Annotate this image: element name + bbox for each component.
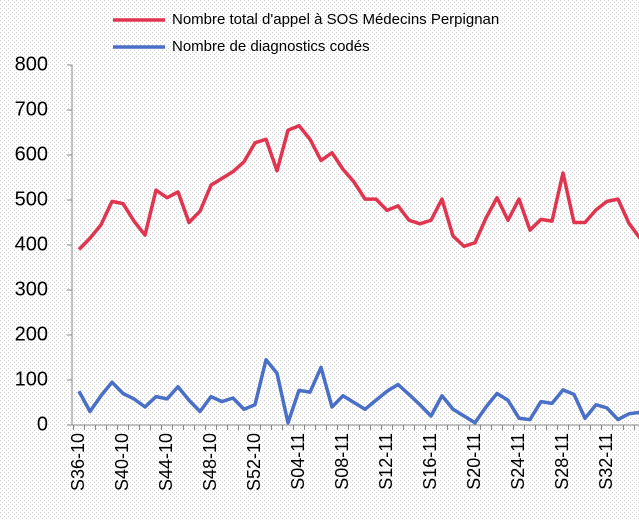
legend-label: Nombre total d'appel à SOS Médecins Perp… [172, 11, 499, 28]
x-tick-label: S20-11 [464, 433, 484, 490]
x-tick-label: S44-10 [156, 433, 176, 491]
x-tick-label: S40-10 [112, 433, 132, 491]
x-tick-label: S04-11 [288, 433, 308, 490]
y-tick-label: 0 [37, 413, 48, 435]
y-tick-label: 100 [15, 368, 48, 390]
y-tick-label: 700 [15, 98, 48, 120]
series-line [77, 358, 639, 425]
x-tick-label: S48-10 [200, 433, 220, 491]
x-tick-label: S52-10 [244, 433, 264, 491]
x-tick-label: S28-11 [552, 433, 572, 490]
x-tick-label: S32-11 [596, 433, 616, 490]
y-tick-label: 600 [15, 143, 48, 165]
x-tick-label: S16-11 [420, 433, 440, 490]
y-tick-label: 200 [15, 323, 48, 345]
y-tick-label: 800 [15, 53, 48, 75]
legend-label: Nombre de diagnostics codés [172, 38, 370, 55]
y-tick-label: 400 [15, 233, 48, 255]
x-tick-label: S24-11 [508, 433, 528, 490]
x-tick-label: S08-11 [332, 433, 352, 490]
y-tick-label: 300 [15, 278, 48, 300]
x-tick-label: S36-10 [68, 433, 88, 491]
series-line [77, 124, 639, 251]
y-tick-label: 500 [15, 188, 48, 210]
x-tick-label: S12-11 [376, 433, 396, 490]
